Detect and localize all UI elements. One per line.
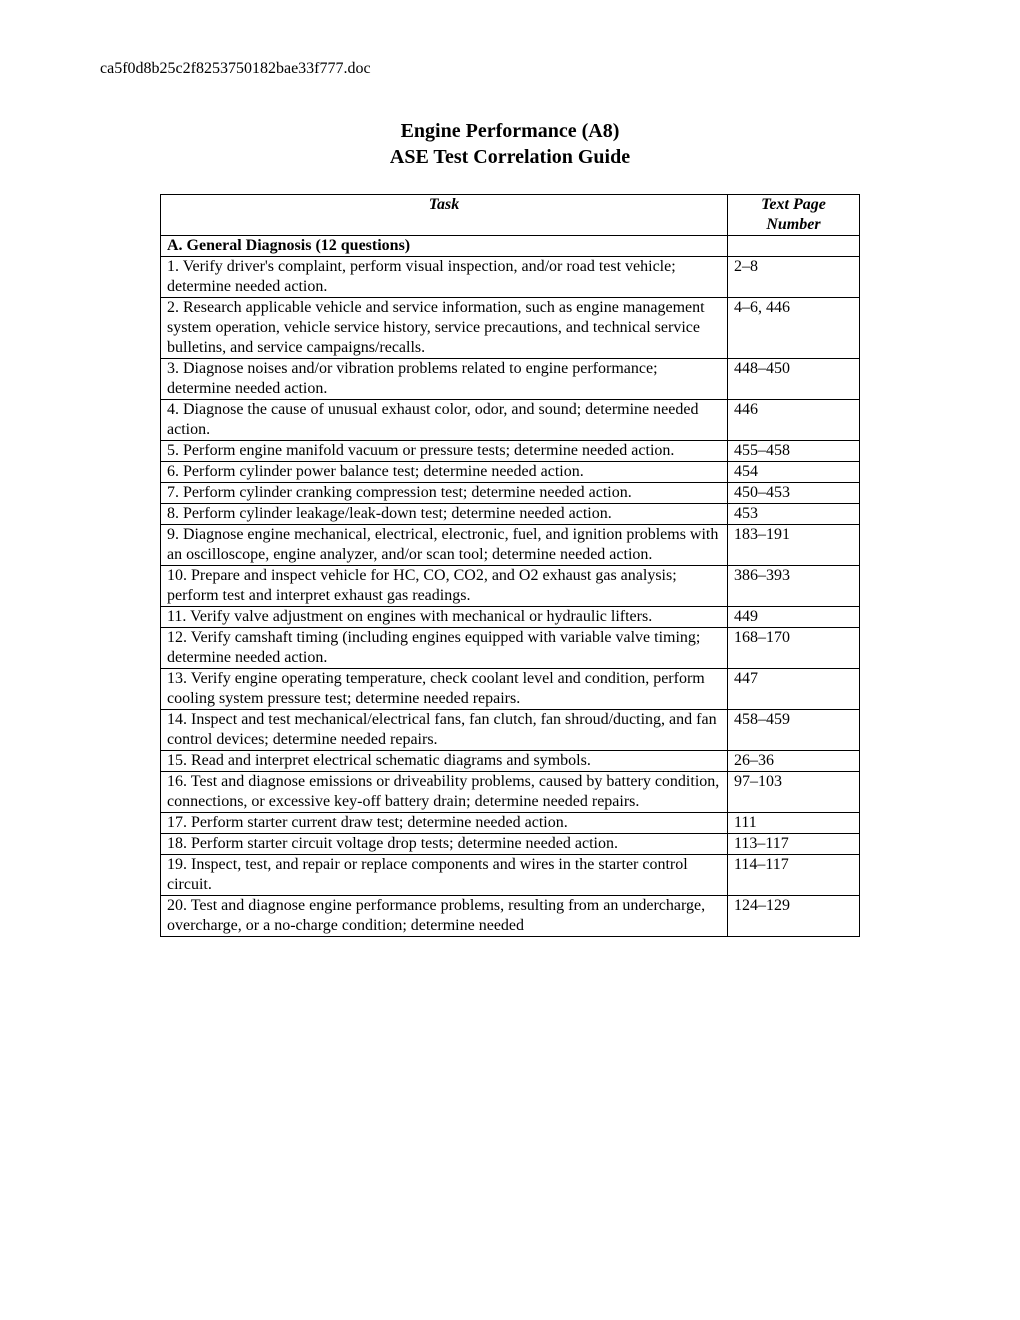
page-cell: 454 bbox=[727, 462, 859, 483]
task-cell: 15. Read and interpret electrical schema… bbox=[161, 751, 728, 772]
page-cell: 26–36 bbox=[727, 751, 859, 772]
table-row: 7. Perform cylinder cranking compression… bbox=[161, 483, 860, 504]
page-cell: 447 bbox=[727, 669, 859, 710]
table-row: 20. Test and diagnose engine performance… bbox=[161, 896, 860, 937]
task-cell: 6. Perform cylinder power balance test; … bbox=[161, 462, 728, 483]
page-cell: 168–170 bbox=[727, 628, 859, 669]
title-line-2: ASE Test Correlation Guide bbox=[100, 144, 920, 170]
task-cell: 12. Verify camshaft timing (including en… bbox=[161, 628, 728, 669]
task-cell: 16. Test and diagnose emissions or drive… bbox=[161, 772, 728, 813]
task-cell: 10. Prepare and inspect vehicle for HC, … bbox=[161, 566, 728, 607]
table-row: 16. Test and diagnose emissions or drive… bbox=[161, 772, 860, 813]
table-row: 12. Verify camshaft timing (including en… bbox=[161, 628, 860, 669]
table-row: 13. Verify engine operating temperature,… bbox=[161, 669, 860, 710]
header-page: Text Page Number bbox=[727, 195, 859, 236]
page-cell: 111 bbox=[727, 813, 859, 834]
page-cell: 97–103 bbox=[727, 772, 859, 813]
task-cell: 7. Perform cylinder cranking compression… bbox=[161, 483, 728, 504]
table-row: 6. Perform cylinder power balance test; … bbox=[161, 462, 860, 483]
table-row: 3. Diagnose noises and/or vibration prob… bbox=[161, 359, 860, 400]
document-id: ca5f0d8b25c2f8253750182bae33f777.doc bbox=[100, 60, 920, 78]
task-cell: 4. Diagnose the cause of unusual exhaust… bbox=[161, 400, 728, 441]
task-cell: 20. Test and diagnose engine performance… bbox=[161, 896, 728, 937]
page-cell: 4–6, 446 bbox=[727, 298, 859, 359]
task-cell: 17. Perform starter current draw test; d… bbox=[161, 813, 728, 834]
task-cell: 9. Diagnose engine mechanical, electrica… bbox=[161, 525, 728, 566]
table-row: 2. Research applicable vehicle and servi… bbox=[161, 298, 860, 359]
page-cell: 113–117 bbox=[727, 834, 859, 855]
task-cell: 2. Research applicable vehicle and servi… bbox=[161, 298, 728, 359]
section-heading: A. General Diagnosis (12 questions) bbox=[161, 236, 728, 257]
page-cell: 453 bbox=[727, 504, 859, 525]
task-cell: 8. Perform cylinder leakage/leak-down te… bbox=[161, 504, 728, 525]
table-row: 11. Verify valve adjustment on engines w… bbox=[161, 607, 860, 628]
table-row: 8. Perform cylinder leakage/leak-down te… bbox=[161, 504, 860, 525]
task-cell: 1. Verify driver's complaint, perform vi… bbox=[161, 257, 728, 298]
task-cell: 3. Diagnose noises and/or vibration prob… bbox=[161, 359, 728, 400]
task-cell: 18. Perform starter circuit voltage drop… bbox=[161, 834, 728, 855]
table-row: 18. Perform starter circuit voltage drop… bbox=[161, 834, 860, 855]
page-cell: 386–393 bbox=[727, 566, 859, 607]
page-cell: 446 bbox=[727, 400, 859, 441]
table-row: 17. Perform starter current draw test; d… bbox=[161, 813, 860, 834]
table-row: 19. Inspect, test, and repair or replace… bbox=[161, 855, 860, 896]
page-cell: 114–117 bbox=[727, 855, 859, 896]
table-row: 14. Inspect and test mechanical/electric… bbox=[161, 710, 860, 751]
task-cell: 13. Verify engine operating temperature,… bbox=[161, 669, 728, 710]
header-task: Task bbox=[161, 195, 728, 236]
table-row: 1. Verify driver's complaint, perform vi… bbox=[161, 257, 860, 298]
page-cell: 450–453 bbox=[727, 483, 859, 504]
task-cell: 14. Inspect and test mechanical/electric… bbox=[161, 710, 728, 751]
table-row: 9. Diagnose engine mechanical, electrica… bbox=[161, 525, 860, 566]
correlation-table: Task Text Page Number A. General Diagnos… bbox=[160, 194, 860, 937]
page-cell: 183–191 bbox=[727, 525, 859, 566]
title-line-1: Engine Performance (A8) bbox=[100, 118, 920, 144]
table-row: 5. Perform engine manifold vacuum or pre… bbox=[161, 441, 860, 462]
page-cell: 449 bbox=[727, 607, 859, 628]
task-cell: 11. Verify valve adjustment on engines w… bbox=[161, 607, 728, 628]
page-cell: 455–458 bbox=[727, 441, 859, 462]
title-block: Engine Performance (A8) ASE Test Correla… bbox=[100, 118, 920, 170]
table-row: 10. Prepare and inspect vehicle for HC, … bbox=[161, 566, 860, 607]
section-page bbox=[727, 236, 859, 257]
page-cell: 124–129 bbox=[727, 896, 859, 937]
table-row: 15. Read and interpret electrical schema… bbox=[161, 751, 860, 772]
page-cell: 448–450 bbox=[727, 359, 859, 400]
task-cell: 5. Perform engine manifold vacuum or pre… bbox=[161, 441, 728, 462]
table-row: 4. Diagnose the cause of unusual exhaust… bbox=[161, 400, 860, 441]
page-cell: 458–459 bbox=[727, 710, 859, 751]
page-cell: 2–8 bbox=[727, 257, 859, 298]
task-cell: 19. Inspect, test, and repair or replace… bbox=[161, 855, 728, 896]
